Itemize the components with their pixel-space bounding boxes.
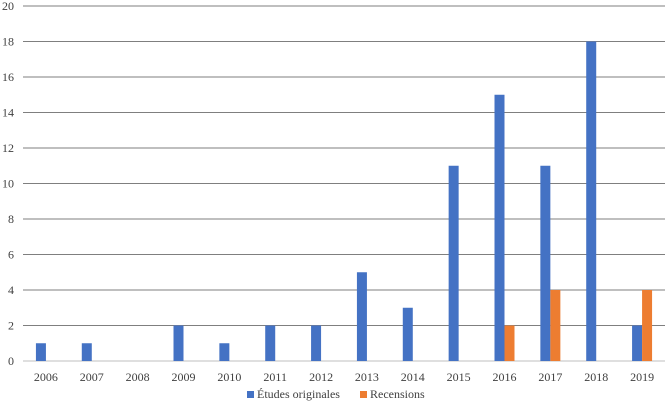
x-tick-label: 2009 [172,370,196,384]
bar-etudes-originales-2015 [448,165,459,361]
y-axis-ticks: 0 2 4 6 8 10 12 14 16 18 20 [2,0,14,368]
bar-etudes-originales-2011 [265,325,276,361]
x-tick-label: 2014 [401,370,425,384]
y-tick-label: 16 [2,70,14,84]
gridlines [23,5,665,362]
bar-etudes-originales-2009 [173,325,184,361]
x-tick-label: 2013 [355,370,379,384]
y-tick-label: 12 [2,141,14,155]
bar-etudes-originales-2013 [356,272,367,361]
y-tick-label: 8 [8,212,14,226]
y-tick-label: 18 [2,35,14,49]
y-tick-label: 6 [8,248,14,262]
x-tick-label: 2018 [584,370,608,384]
x-tick-label: 2016 [493,370,517,384]
legend-swatch-recensions [360,391,367,398]
x-axis-ticks: 2006 2007 2008 2009 2010 2011 2012 2013 2014 2015… [34,370,654,384]
bar-etudes-originales-2010 [219,343,230,361]
bar-etudes-originales-2014 [402,307,413,361]
x-tick-label: 2006 [34,370,58,384]
bar-etudes-originales-2006 [35,343,46,361]
x-tick-label: 2012 [309,370,333,384]
bar-etudes-originales-2017 [540,165,551,361]
y-tick-label: 2 [8,319,14,333]
bar-etudes-originales-2007 [81,343,92,361]
legend-label-recensions: Recensions [370,387,425,401]
bar-etudes-originales-2016 [494,94,505,361]
y-tick-label: 4 [8,283,14,297]
legend-label-etudes-originales: Études originales [257,387,340,401]
bar-etudes-originales-2012 [311,325,322,361]
x-tick-label: 2015 [447,370,471,384]
bar-recensions-2019 [642,290,653,361]
y-tick-label: 20 [2,0,14,13]
x-tick-label: 2019 [630,370,654,384]
legend-swatch-etudes-originales [247,391,254,398]
legend: Études originales Recensions [247,387,425,401]
bar-recensions-2017 [550,290,561,361]
x-tick-label: 2007 [80,370,104,384]
bar-etudes-originales-2018 [586,41,597,361]
bars [35,41,653,361]
y-tick-label: 10 [2,177,14,191]
bar-etudes-originales-2019 [632,325,643,361]
x-tick-label: 2010 [217,370,241,384]
y-tick-label: 14 [2,106,14,120]
x-tick-label: 2008 [126,370,150,384]
x-tick-label: 2017 [538,370,562,384]
y-tick-label: 0 [8,354,14,368]
x-tick-label: 2011 [263,370,287,384]
bar-recensions-2016 [504,325,515,361]
